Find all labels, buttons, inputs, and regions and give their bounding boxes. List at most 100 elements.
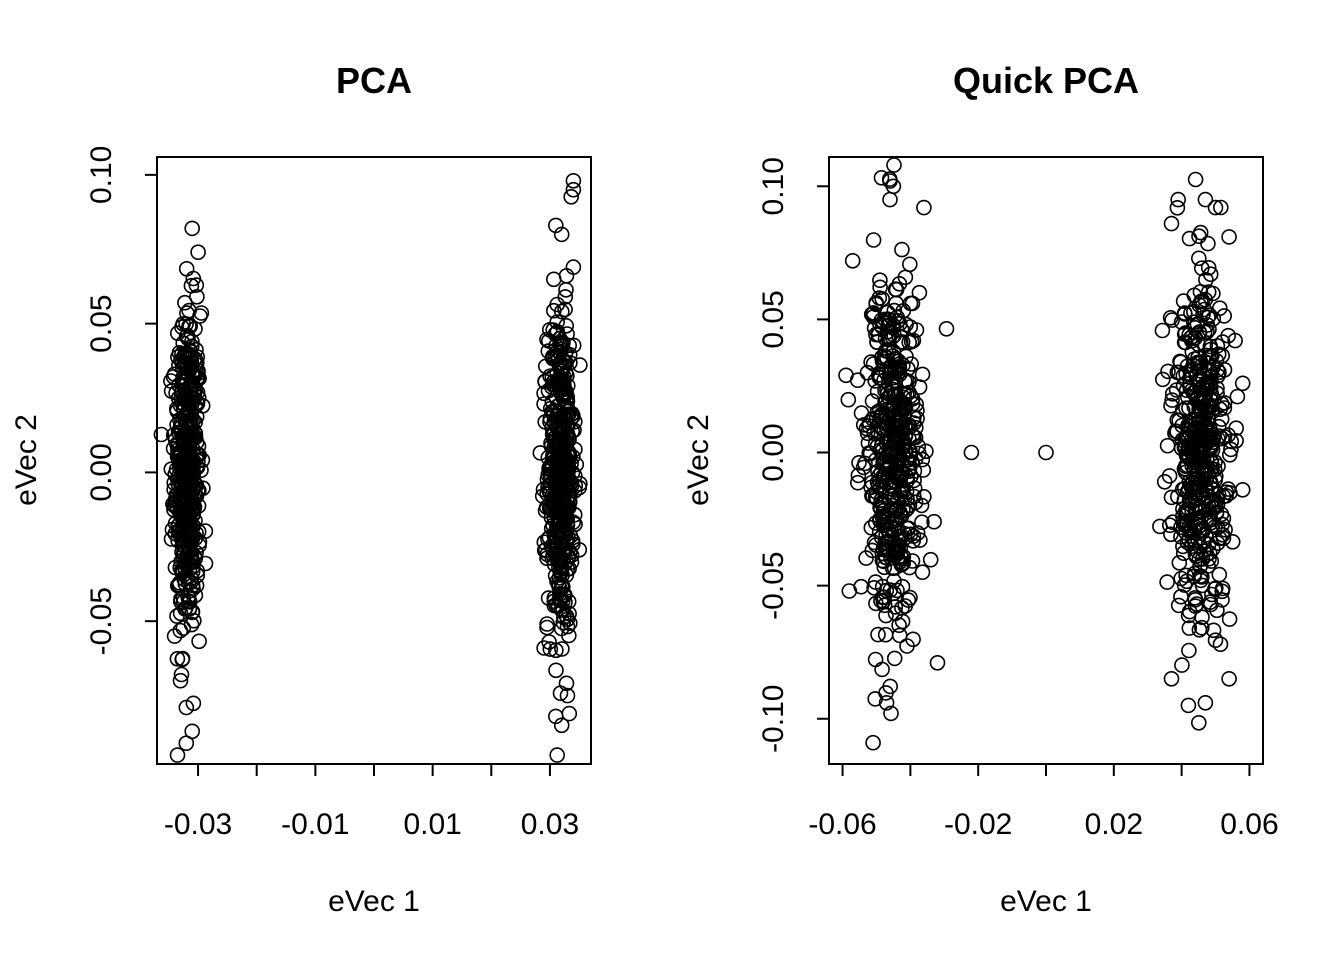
data-point bbox=[890, 353, 907, 370]
data-point bbox=[838, 367, 854, 384]
data-point bbox=[916, 488, 932, 505]
data-point bbox=[1187, 534, 1203, 550]
data-point bbox=[870, 626, 886, 643]
data-point bbox=[887, 281, 904, 298]
data-point bbox=[886, 573, 902, 589]
data-point bbox=[908, 396, 925, 413]
x-tick-label: -0.03 bbox=[164, 808, 232, 841]
data-point bbox=[1187, 384, 1203, 401]
data-point bbox=[881, 525, 898, 542]
data-point bbox=[914, 451, 931, 468]
data-point bbox=[540, 590, 557, 606]
data-point bbox=[1228, 420, 1244, 437]
data-point bbox=[1038, 444, 1054, 461]
data-point bbox=[1211, 566, 1228, 583]
data-point bbox=[1180, 485, 1196, 501]
data-point bbox=[870, 326, 886, 343]
data-point bbox=[879, 398, 895, 414]
data-point bbox=[184, 220, 200, 237]
data-point bbox=[187, 587, 204, 604]
data-point bbox=[1171, 554, 1188, 571]
data-point bbox=[1194, 292, 1211, 309]
data-point bbox=[558, 608, 575, 624]
y-tick-label: -0.10 bbox=[757, 685, 790, 753]
data-point bbox=[539, 616, 555, 632]
data-point bbox=[895, 302, 912, 319]
data-point bbox=[560, 627, 577, 644]
data-point bbox=[175, 430, 191, 446]
x-tick-label: 0.06 bbox=[1220, 808, 1278, 841]
data-point bbox=[186, 612, 202, 629]
data-point bbox=[844, 252, 861, 269]
data-point bbox=[547, 708, 564, 725]
data-point bbox=[1200, 355, 1217, 372]
data-point bbox=[895, 479, 912, 496]
data-point bbox=[886, 413, 903, 430]
data-point bbox=[185, 553, 201, 570]
data-point bbox=[892, 413, 908, 429]
data-point bbox=[1179, 516, 1195, 532]
data-point bbox=[557, 301, 573, 318]
data-point bbox=[875, 541, 892, 558]
data-point bbox=[549, 747, 566, 763]
data-point bbox=[567, 478, 584, 494]
data-point bbox=[169, 650, 186, 667]
data-point bbox=[1195, 393, 1212, 409]
data-point bbox=[191, 482, 207, 499]
data-point bbox=[1216, 361, 1233, 378]
data-point bbox=[1210, 346, 1227, 363]
quick-pca-panel: Quick PCA eVec 1 eVec 2 -0.06 -0.02 0.02 0.… bbox=[682, 60, 1279, 918]
data-point bbox=[874, 589, 891, 606]
data-point bbox=[875, 517, 892, 534]
data-point bbox=[170, 518, 186, 534]
data-point bbox=[1163, 670, 1180, 687]
data-point bbox=[1228, 432, 1244, 449]
data-point bbox=[551, 448, 567, 465]
data-point bbox=[926, 513, 942, 530]
data-point bbox=[873, 529, 890, 546]
data-point bbox=[190, 244, 206, 260]
data-point bbox=[963, 444, 980, 461]
data-point bbox=[1191, 476, 1208, 493]
data-point bbox=[874, 291, 891, 307]
data-point bbox=[557, 587, 573, 603]
data-point bbox=[535, 481, 552, 498]
data-point bbox=[553, 303, 570, 320]
x-tick-label: 0.01 bbox=[403, 808, 461, 841]
data-point bbox=[558, 267, 575, 284]
data-point bbox=[893, 508, 910, 524]
y-tick-label: 0.10 bbox=[85, 146, 118, 204]
data-point bbox=[900, 592, 917, 608]
data-point bbox=[1197, 337, 1214, 353]
data-point bbox=[884, 488, 900, 504]
data-point bbox=[878, 607, 894, 624]
data-point bbox=[559, 618, 576, 635]
data-point bbox=[1192, 557, 1209, 574]
data-point bbox=[561, 560, 577, 577]
data-point bbox=[1202, 462, 1219, 479]
data-point bbox=[175, 552, 192, 568]
data-point bbox=[175, 437, 192, 453]
x-tick-label: 0.03 bbox=[521, 808, 579, 841]
y-tick-label: 0.05 bbox=[757, 290, 790, 348]
data-point bbox=[1163, 526, 1179, 543]
data-point bbox=[1202, 266, 1219, 283]
data-point bbox=[172, 622, 189, 639]
data-point bbox=[1173, 588, 1189, 605]
data-point bbox=[169, 747, 186, 763]
data-point bbox=[1177, 306, 1193, 322]
pca-plot-frame bbox=[156, 156, 592, 765]
data-point bbox=[877, 330, 894, 347]
data-point bbox=[1191, 714, 1207, 731]
data-point bbox=[914, 564, 931, 581]
data-point bbox=[1221, 611, 1238, 627]
data-point bbox=[552, 529, 568, 546]
data-point bbox=[901, 443, 918, 460]
pca-title: PCA bbox=[336, 60, 412, 101]
data-point bbox=[914, 366, 931, 383]
data-point bbox=[555, 368, 572, 384]
data-point bbox=[865, 232, 882, 248]
data-point bbox=[1182, 375, 1198, 391]
data-point bbox=[1162, 517, 1178, 534]
